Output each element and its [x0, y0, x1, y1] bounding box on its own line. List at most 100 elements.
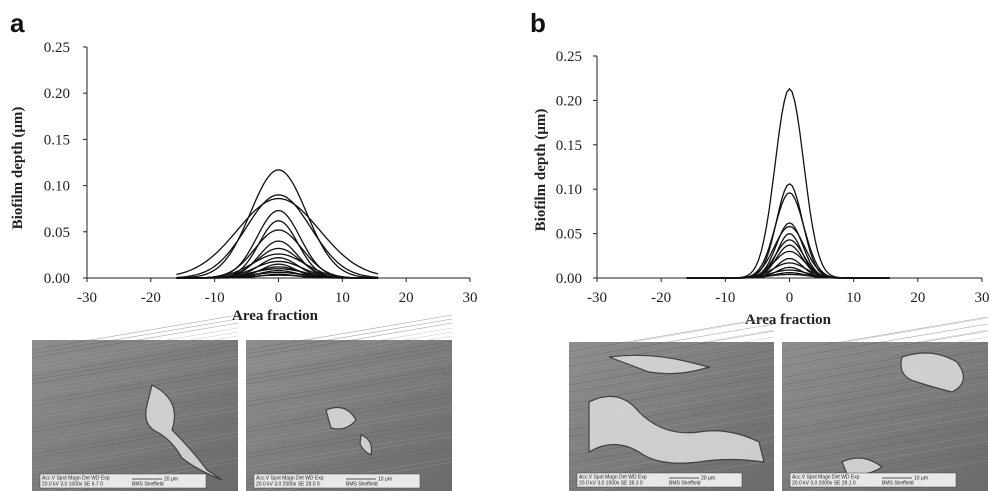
panel-b: b Biofilm depth (μm) Area fraction -30 -2…	[530, 8, 990, 328]
surface-streak	[31, 431, 239, 468]
surface-streak	[781, 323, 989, 360]
biofilm-feature	[325, 407, 373, 456]
x-tick-label: 30	[975, 290, 990, 306]
surface-streak	[245, 379, 453, 416]
surface-streak	[31, 418, 239, 455]
surface-streak	[781, 433, 989, 470]
surface-streak	[31, 383, 239, 420]
series-line	[686, 183, 890, 279]
x-tick-label: 10	[335, 290, 350, 306]
x-tick-label: 30	[463, 290, 478, 306]
plot-area: -30 -20 -10 0 10 20 30 0.00 0.05 0.10 0.15 0.20 0.25	[44, 40, 478, 306]
surface-streak	[568, 316, 775, 353]
y-tick-label: 0.00	[44, 271, 70, 287]
surface-streak	[781, 407, 989, 444]
sem-site-label: BMS Sheffield	[669, 481, 701, 487]
scale-bar-label: 20 μm	[701, 476, 715, 482]
surface-streak	[245, 392, 453, 429]
biofilm-feature	[588, 354, 765, 464]
x-tick-label: 0	[786, 290, 794, 306]
sem-info-header: Acc.V Spot Magn Det WD Exp	[579, 475, 647, 481]
surface-streak	[245, 322, 453, 359]
sem-info-header: Acc.V Spot Magn Det WD Exp	[256, 476, 324, 482]
sem-info-values: 20.0 kV 3.0 2000x SE 28.0 0	[256, 482, 320, 488]
surface-streak	[31, 392, 239, 429]
x-tick-label: -20	[651, 290, 671, 306]
surface-streak	[781, 342, 989, 379]
surface-streak	[781, 349, 989, 386]
y-tick-label: 0.05	[44, 225, 70, 241]
series-line	[176, 194, 379, 279]
surface-streak	[31, 379, 239, 416]
surface-streak	[781, 317, 989, 354]
surface-streak	[568, 329, 775, 366]
surface-streak	[245, 435, 453, 472]
surface-streak	[781, 427, 989, 464]
surface-streak	[31, 314, 239, 351]
scale-bar-label: 10 μm	[914, 476, 928, 482]
surface-streak	[31, 340, 239, 377]
surface-streak	[781, 440, 989, 477]
panel-label: a	[10, 8, 25, 38]
biofilm-feature	[145, 384, 223, 481]
x-axis-title: Area fraction	[232, 308, 319, 324]
surface-streak	[781, 316, 989, 353]
sem-info-bar	[39, 473, 207, 489]
sem-info-values: 20.0 kV 3.0 1000x SE 6.7 0	[42, 482, 103, 488]
surface-streak	[245, 409, 453, 446]
scale-bar-label: 20 μm	[164, 477, 178, 483]
surface-streak	[245, 357, 453, 394]
surface-streak	[245, 422, 453, 459]
sem-info-bar	[253, 473, 421, 489]
series-line	[686, 192, 890, 279]
surface-streak	[31, 422, 239, 459]
surface-streak	[568, 330, 775, 367]
surface-streak	[31, 405, 239, 442]
surface-streak	[781, 330, 989, 367]
sem-site-label: BMS Sheffield	[346, 482, 378, 488]
y-axis-title: Biofilm depth (μm)	[10, 107, 26, 230]
surface-streak	[245, 335, 453, 372]
x-tick-label: -20	[141, 290, 161, 306]
x-tick-label: 0	[275, 290, 283, 306]
series-line	[176, 197, 379, 276]
surface-streak	[31, 396, 239, 433]
surface-streak	[31, 357, 239, 394]
x-tick-label: -10	[205, 290, 225, 306]
surface-streak	[245, 327, 453, 364]
surface-streak	[245, 418, 453, 455]
surface-streak	[31, 348, 239, 385]
surface-streak	[781, 394, 989, 431]
surface-streak	[31, 322, 239, 359]
sem-info-header: Acc.V Spot Magn Det WD Exp	[792, 475, 860, 481]
sem-info-values: 20.0 kV 3.0 1000x SE 28.3 0	[579, 481, 643, 487]
surface-streak	[31, 409, 239, 446]
sem-info-values: 20.0 kV 3.0 2000x SE 28.1 0	[792, 481, 856, 487]
surface-streak	[245, 331, 453, 368]
surface-streak	[245, 361, 453, 398]
plot-area: -30 -20 -10 0 10 20 30 0.00 0.05 0.10 0.15 0.20 0.25	[556, 49, 990, 306]
surface-streak	[31, 335, 239, 372]
scale-bar-label: 10 μm	[378, 477, 392, 483]
surface-streak	[781, 329, 989, 366]
surface-streak	[568, 336, 775, 373]
surface-streak	[781, 388, 989, 425]
surface-streak	[245, 318, 453, 355]
surface-streak	[781, 414, 989, 451]
y-tick-label: 0.15	[556, 138, 582, 154]
sem-info-bar	[576, 472, 743, 488]
surface-streak	[31, 331, 239, 368]
sem-info-bar	[789, 472, 957, 488]
surface-streak	[245, 344, 453, 381]
y-tick-label: 0.25	[44, 40, 70, 56]
surface-streak	[31, 344, 239, 381]
surface-streak	[781, 420, 989, 457]
surface-streak	[568, 317, 775, 354]
series-line	[686, 87, 890, 279]
